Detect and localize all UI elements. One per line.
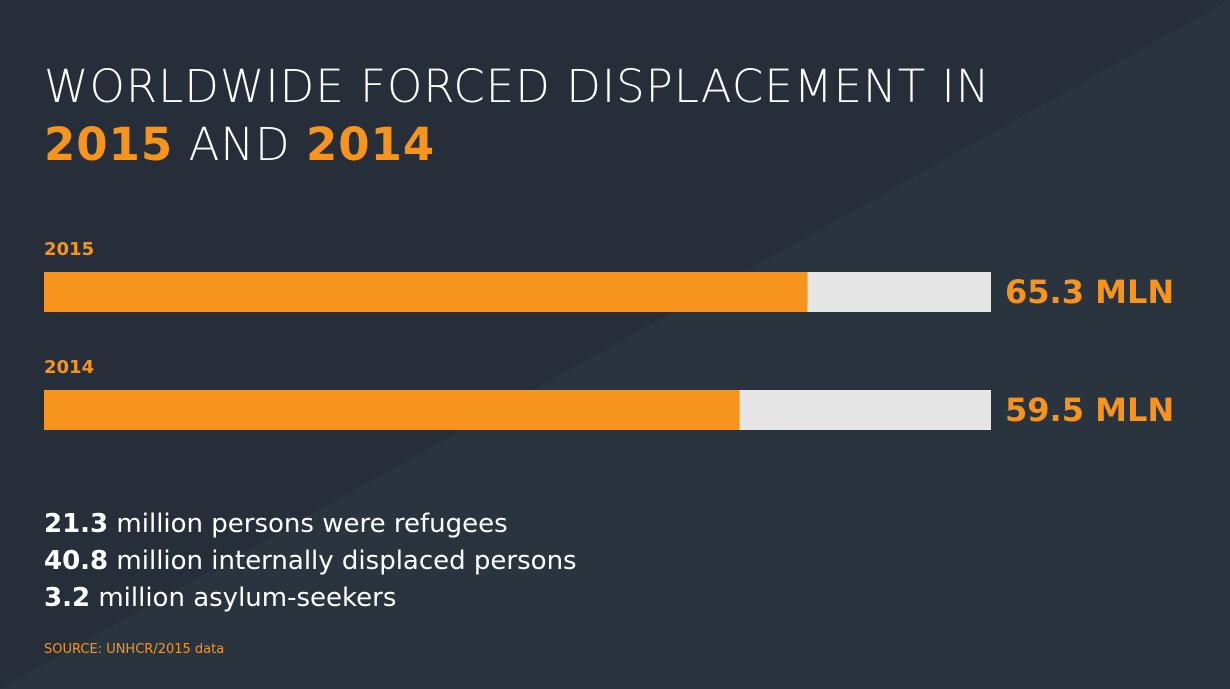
fact-value: 21.3: [44, 509, 109, 539]
title-year-2015: 2015: [44, 118, 174, 171]
bar: [44, 272, 808, 312]
title-year-2014: 2014: [305, 118, 436, 171]
page-title: WORLDWIDE FORCED DISPLACEMENT IN 2015 AN…: [44, 58, 990, 174]
bar: [44, 390, 740, 430]
facts-list: 21.3 million persons were refugees 40.8 …: [44, 506, 577, 617]
fact-value: 3.2: [44, 583, 91, 613]
value-label: 65.3 MLN: [1005, 273, 1174, 311]
source-note: SOURCE: UNHCR/2015 data: [44, 642, 225, 657]
bar-chart: 2015 65.3 MLN 2014 59.5 MLN: [44, 239, 1174, 430]
fact-value: 40.8: [44, 546, 109, 576]
fact-text: million persons were refugees: [116, 509, 508, 539]
fact-refugees: 21.3 million persons were refugees: [44, 506, 577, 543]
fact-internally-displaced: 40.8 million internally displaced person…: [44, 543, 577, 580]
category-label: 2014: [44, 357, 94, 378]
fact-text: million internally displaced persons: [116, 546, 577, 576]
fact-text: million asylum-seekers: [98, 583, 397, 613]
category-label: 2015: [44, 239, 94, 260]
title-joiner: AND: [188, 118, 291, 171]
fact-asylum-seekers: 3.2 million asylum-seekers: [44, 580, 577, 617]
value-label: 59.5 MLN: [1005, 391, 1174, 429]
title-line1: WORLDWIDE FORCED DISPLACEMENT IN: [44, 60, 991, 113]
